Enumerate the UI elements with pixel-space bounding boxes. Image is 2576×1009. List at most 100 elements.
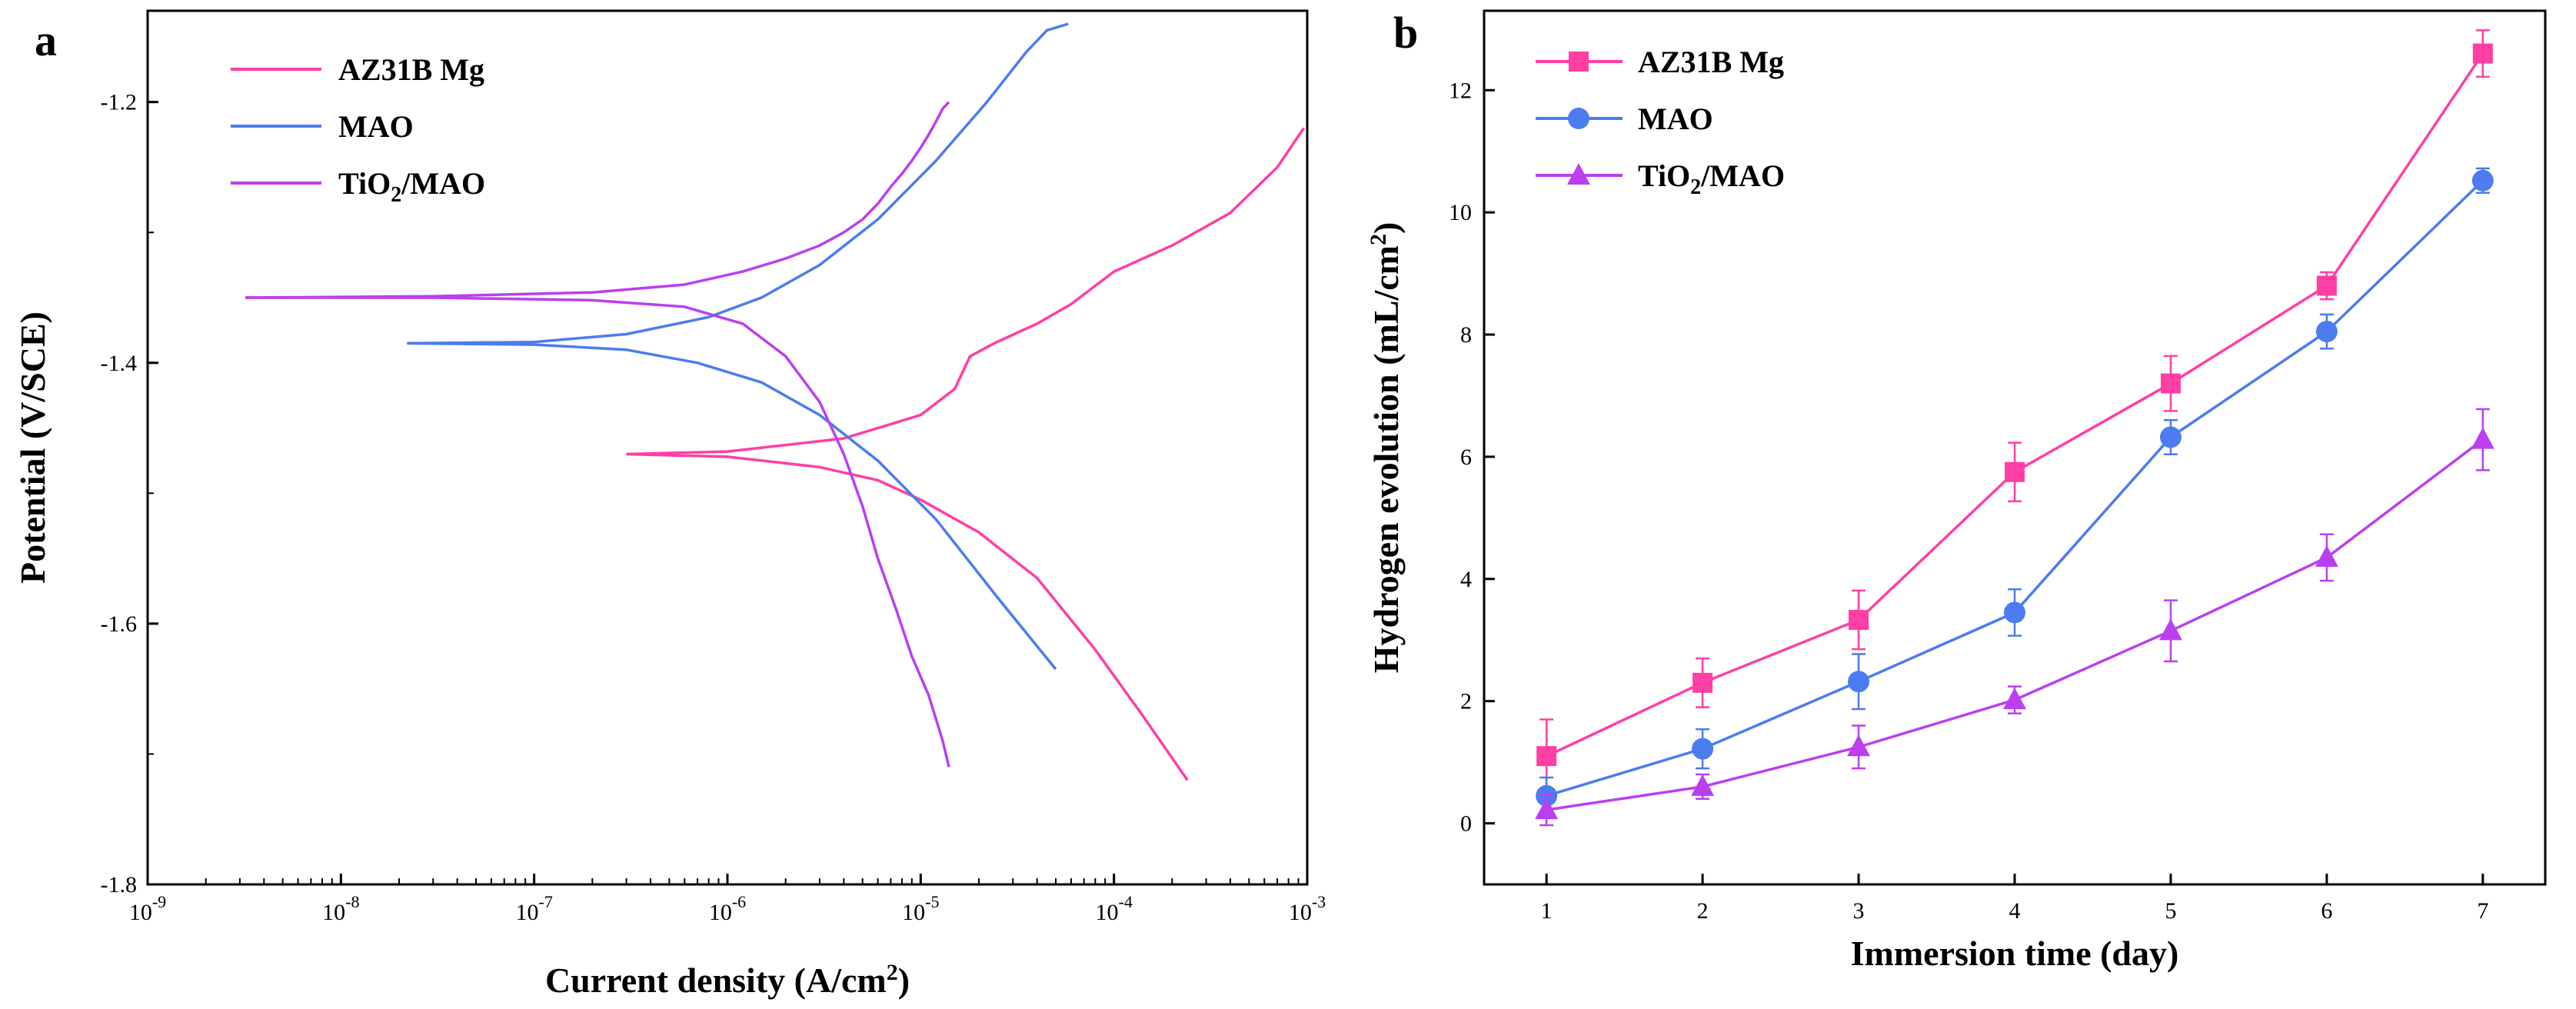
panel-a-x-tick-base: 10 [516,900,539,925]
panel-a-legend-label-main: MAO [338,109,414,144]
panel-a-x-tick-exponent: -8 [345,892,359,911]
panel-a-series-1-branch-1 [407,22,1069,345]
panel-a-x-tick-base: 10 [1096,900,1119,925]
panel-a: a 10-9 10-8 10-7 10-6 10-5 10-4 10-3-1.8-1.6-1… [13,9,1326,1000]
panel-a-x-tick-label: 10-8 [322,892,359,925]
panel-b-data-point-2 [2003,688,2026,710]
panel-b-data-point-2 [1535,798,1559,820]
panel-b-y-tick-label: 0 [1460,811,1472,837]
panel-b-legend-marker [1567,163,1590,185]
panel-a-legend-label: AZ31B Mg [338,52,484,87]
panel-a-x-tick-label: 10-5 [902,892,939,925]
panel-b-data-point-1 [2159,426,2182,448]
panel-a-y-axis-title: Potential (V/SCE) [13,311,52,584]
panel-b-y-tick-label: 6 [1460,445,1472,470]
panel-b-legend-label: MAO [1638,102,1713,136]
panel-b-legend-label-sub: 2 [1690,175,1701,199]
panel-b-y-tick-label: 2 [1460,689,1472,714]
panel-b-letter: b [1393,8,1418,58]
panel-b-legend-marker [1568,108,1589,129]
panel-b-legend-label-main: TiO [1638,158,1690,193]
panel-a-series [245,22,1305,781]
panel-a-x-tick-base: 10 [1289,900,1312,925]
panel-b-x-tick-label: 4 [2009,898,2021,924]
panel-a-legend-label: TiO2/MAO [338,166,485,207]
panel-a-series-1-branch-0 [407,341,1057,671]
panel-a-x-axis-title-end: ) [898,961,910,1000]
panel-a-x-tick-label: 10-3 [1289,892,1326,925]
panel-a-x-tick-label: 10-6 [709,892,746,925]
panel-b-legend-marker [1569,52,1589,72]
panel-b-x-tick-label: 6 [2321,898,2332,924]
panel-a-x-tick-base: 10 [322,900,345,925]
panel-a-ticks: 10-9 10-8 10-7 10-6 10-5 10-4 10-3-1.8-1.6-1.4… [101,90,1326,925]
panel-b-data-point-1 [2004,601,2025,624]
panel-a-x-tick-label: 10-9 [129,892,166,925]
panel-b-x-axis-title: Immersion time (day) [1851,934,2179,973]
panel-a-legend-label-end: /MAO [401,166,485,201]
panel-b-y-axis-title: Hydrogen evolution (mL/cm2) [1366,222,1406,674]
panel-b-data-point-1 [1848,671,1870,693]
panel-b-y-axis-title-end: ) [1366,222,1406,234]
panel-b-data-point-0 [1849,610,1869,631]
panel-b-data-point-0 [1692,672,1713,693]
panel-b-data-point-1 [1692,738,1714,760]
panel-a-x-tick-exponent: -7 [539,892,553,911]
panel-b-x-tick-label: 3 [1853,898,1865,924]
panel-b-data-point-2 [1847,734,1871,757]
panel-b-series [1535,29,2494,827]
panel-b-legend-label-end: /MAO [1700,158,1785,193]
panel-b-legend-label-main: AZ31B Mg [1638,45,1784,79]
panel-b-legend-label: AZ31B Mg [1638,45,1784,79]
panel-b-y-tick-label: 10 [1449,200,1472,225]
panel-a-plot-frame [146,9,1309,886]
panel-b-data-point-0 [1536,746,1557,767]
panel-a-legend-label: MAO [338,109,414,144]
panel-a-x-tick-exponent: -6 [732,892,746,911]
panel-a-legend-label-main: AZ31B Mg [338,52,484,87]
panel-a-series-2-branch-1 [245,101,950,299]
panel-b-data-point-1 [2471,169,2494,191]
panel-a-x-axis-title-sup: 2 [887,960,898,985]
panel-b-data-point-2 [2158,618,2182,641]
panel-a-series-2-branch-0 [245,296,950,768]
panel-a-x-tick-base: 10 [709,900,732,925]
panel-b-y-axis-title-main: Hydrogen evolution (mL/cm [1366,245,1406,673]
panel-b-y-tick-label: 12 [1449,78,1472,103]
panel-a-x-tick-label: 10-4 [1096,892,1133,925]
panel-a-series-0-branch-0 [626,452,1189,781]
panel-a-x-tick-exponent: -9 [152,892,166,911]
panel-a-series-0-branch-1 [626,127,1305,456]
panel-a-y-tick-label: -1.6 [101,611,138,637]
panel-a-x-tick-exponent: -3 [1312,892,1326,911]
panel-a-y-tick-label: -1.4 [101,351,138,376]
panel-b-data-point-1 [2315,321,2338,343]
panel-a-x-tick-exponent: -4 [1119,892,1133,911]
panel-a-legend-label-sub: 2 [391,183,401,207]
panel-b-data-point-0 [2472,43,2493,64]
panel-b-x-tick-label: 5 [2165,898,2176,924]
panel-b-x-tick-label: 7 [2477,898,2488,924]
panel-b-legend-label-main: MAO [1638,102,1713,136]
panel-a-legend: AZ31B Mg MAO TiO2/MAO [231,52,485,207]
panel-a-x-axis-title: Current density (A/cm2) [545,960,910,1000]
panel-a-x-tick-base: 10 [129,900,152,925]
panel-b-data-point-2 [1691,774,1715,796]
panel-b-x-tick-label: 1 [1541,898,1553,924]
panel-a-x-tick-base: 10 [902,900,925,925]
panel-a-x-axis-title-main: Current density (A/cm [545,961,887,1000]
panel-b-data-point-0 [2160,373,2181,394]
panel-b-data-point-2 [2315,544,2338,567]
panel-b-data-point-0 [2005,461,2025,482]
panel-a-x-tick-label: 10-7 [516,892,553,925]
panel-a-letter: a [35,15,57,65]
panel-a-y-tick-label: -1.2 [101,90,138,115]
panel-b-y-axis-title-sup: 2 [1366,234,1391,245]
panel-a-y-tick-label: -1.8 [101,872,138,897]
panel-b-legend-label: TiO2/MAO [1638,158,1785,199]
panel-b-x-tick-label: 2 [1697,898,1709,924]
panel-a-x-tick-exponent: -5 [925,892,939,911]
